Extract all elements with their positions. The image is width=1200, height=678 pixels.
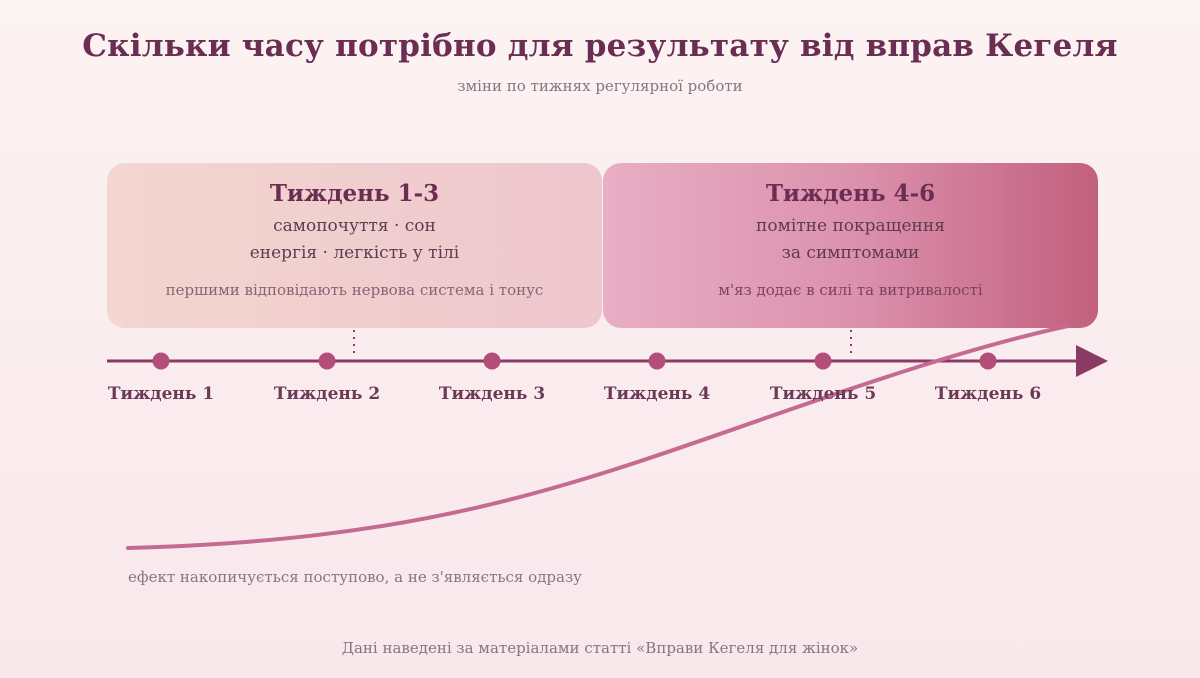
week-marker (979, 352, 997, 370)
week-marker (648, 352, 666, 370)
phase-card-weeks-4-6: Тиждень 4-6 помітне покращення за симпто… (603, 163, 1098, 328)
phase-line: самопочуття · сон (273, 216, 436, 236)
phase-title: Тиждень 4-6 (765, 180, 936, 207)
week-label: Тиждень 3 (438, 384, 546, 404)
phase-note: м'яз додає в силі та витривалості (718, 281, 983, 299)
page-title: Скільки часу потрібно для результату від… (82, 28, 1118, 64)
timeline-arrowhead (1076, 345, 1108, 377)
phase-title: Тиждень 1-3 (269, 180, 440, 207)
growth-curve (126, 324, 1070, 550)
phase-card-weeks-1-3: Тиждень 1-3 самопочуття · сон енергія · … (107, 163, 602, 328)
phase-note: першими відповідають нервова система і т… (165, 281, 544, 299)
week-markers (152, 352, 997, 370)
week-marker (318, 352, 336, 370)
growth-note: ефект накопичується поступово, а не з'яв… (128, 568, 582, 586)
phase-line: помітне покращення (756, 216, 945, 236)
week-marker (483, 352, 501, 370)
source-footer: Дані наведені за матеріалами статті «Впр… (341, 639, 859, 657)
week-marker (814, 352, 832, 370)
phase-line: енергія · легкість у тілі (249, 243, 460, 263)
week-label: Тиждень 6 (934, 384, 1042, 404)
week-marker (152, 352, 170, 370)
week-label: Тиждень 5 (769, 384, 877, 404)
week-label: Тиждень 4 (603, 384, 711, 404)
week-label: Тиждень 2 (273, 384, 381, 404)
week-label: Тиждень 1 (107, 384, 215, 404)
page-subtitle: зміни по тижнях регулярної роботи (457, 77, 743, 95)
phase-line: за симптомами (781, 243, 920, 263)
